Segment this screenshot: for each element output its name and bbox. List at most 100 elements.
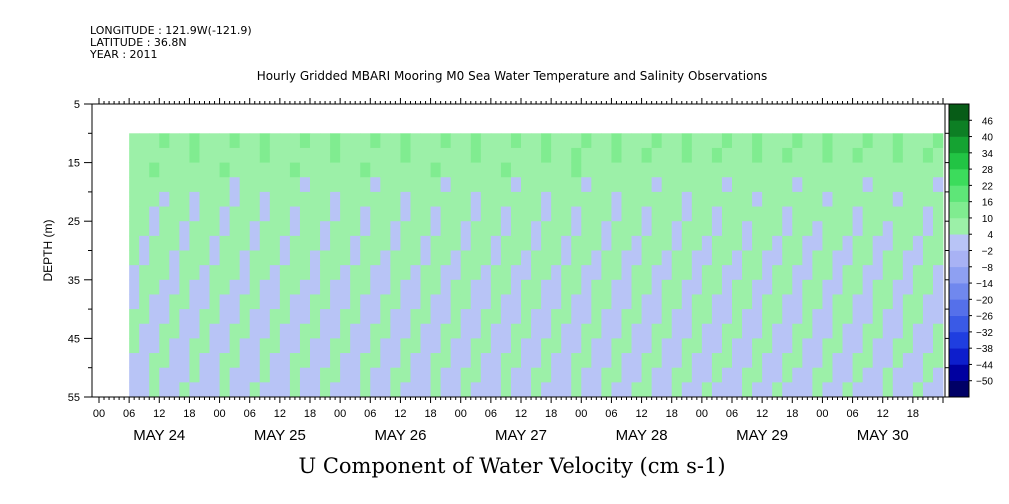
heatmap-cell <box>209 221 220 237</box>
heatmap-cell <box>671 382 683 398</box>
heatmap-cell <box>782 323 793 339</box>
heatmap-cell <box>189 162 200 178</box>
heatmap-cell <box>591 147 602 163</box>
colorbar-swatch <box>949 315 969 333</box>
heatmap-cell <box>400 235 411 251</box>
heatmap-cell <box>812 323 823 339</box>
heatmap-cell <box>269 367 281 383</box>
heatmap-cell <box>541 250 552 266</box>
heatmap-cell <box>671 191 683 207</box>
heatmap-cell <box>259 133 271 149</box>
heatmap-cell <box>149 191 160 207</box>
heatmap-cell <box>551 323 562 339</box>
heatmap-cell <box>932 367 944 383</box>
heatmap-cell <box>159 235 170 251</box>
colorbar-label: 16 <box>982 198 994 209</box>
heatmap-cell <box>812 309 823 325</box>
heatmap-cell <box>792 250 803 266</box>
heatmap-cell <box>149 294 160 310</box>
heatmap-cell <box>701 338 713 354</box>
heatmap-cell <box>521 309 532 325</box>
heatmap-cell <box>681 265 693 281</box>
heatmap-cell <box>862 323 874 339</box>
heatmap-cell <box>922 133 934 149</box>
heatmap-cell <box>621 206 632 222</box>
heatmap-cell <box>732 250 743 266</box>
heatmap-cell <box>641 147 653 163</box>
heatmap-cell <box>892 382 904 398</box>
heatmap-cell <box>320 367 331 383</box>
heatmap-cell <box>440 191 452 207</box>
heatmap-cell <box>360 206 371 222</box>
heatmap-cell <box>299 367 311 383</box>
colorbar-swatch <box>949 364 969 382</box>
heatmap-cell <box>189 294 200 310</box>
heatmap-cell <box>159 382 170 398</box>
heatmap-cell <box>470 265 482 281</box>
heatmap-cell <box>561 235 572 251</box>
heatmap-cell <box>892 250 904 266</box>
heatmap-cell <box>420 250 431 266</box>
heatmap-cell <box>541 133 552 149</box>
heatmap-cell <box>882 191 894 207</box>
heatmap-cell <box>571 235 582 251</box>
heatmap-cell <box>641 133 653 149</box>
heatmap-cell <box>772 250 783 266</box>
heatmap-cell <box>631 133 642 149</box>
heatmap-cell <box>671 353 683 369</box>
heatmap-cell <box>480 323 492 339</box>
heatmap-cell <box>510 353 522 369</box>
heatmap-cell <box>199 191 210 207</box>
heatmap-cell <box>410 206 421 222</box>
heatmap-cell <box>782 235 793 251</box>
heatmap-cell <box>350 353 361 369</box>
heatmap-cell <box>752 294 763 310</box>
heatmap-cell <box>310 294 321 310</box>
heatmap-cell <box>721 323 733 339</box>
heatmap-cell <box>902 353 914 369</box>
heatmap-cell <box>209 309 220 325</box>
heatmap-cell <box>390 147 401 163</box>
heatmap-cell <box>179 206 190 222</box>
heatmap-cell <box>922 294 934 310</box>
heatmap-cell <box>591 367 602 383</box>
heatmap-cell <box>169 162 180 178</box>
heatmap-cell <box>922 353 934 369</box>
heatmap-cell <box>219 177 231 193</box>
heatmap-cell <box>561 279 572 295</box>
heatmap-cell <box>621 162 632 178</box>
heatmap-cell <box>159 162 170 178</box>
heatmap-cell <box>460 235 472 251</box>
heatmap-cell <box>571 367 582 383</box>
heatmap-cell <box>862 309 874 325</box>
heatmap-cell <box>460 250 472 266</box>
heatmap-cell <box>500 279 512 295</box>
heatmap-cell <box>460 265 472 281</box>
heatmap-cell <box>380 309 391 325</box>
heatmap-cell <box>882 133 894 149</box>
heatmap-cell <box>932 265 944 281</box>
heatmap-cell <box>531 177 542 193</box>
heatmap-cell <box>410 133 421 149</box>
heatmap-cell <box>420 133 431 149</box>
heatmap-cell <box>219 353 231 369</box>
heatmap-cell <box>591 294 602 310</box>
heatmap-cell <box>581 367 592 383</box>
heatmap-cell <box>762 367 773 383</box>
heatmap-cell <box>360 162 371 178</box>
heatmap-cell <box>189 250 200 266</box>
heatmap-cell <box>219 382 231 398</box>
x-day-label: MAY 25 <box>254 427 306 444</box>
x-hour-label: 18 <box>424 408 436 420</box>
heatmap-cell <box>521 177 532 193</box>
heatmap-cell <box>772 206 783 222</box>
heatmap-cell <box>732 294 743 310</box>
heatmap-cell <box>229 382 241 398</box>
heatmap-cell <box>832 294 843 310</box>
heatmap-cell <box>571 147 582 163</box>
heatmap-cell <box>169 250 180 266</box>
heatmap-cell <box>410 147 421 163</box>
heatmap-cell <box>561 191 572 207</box>
